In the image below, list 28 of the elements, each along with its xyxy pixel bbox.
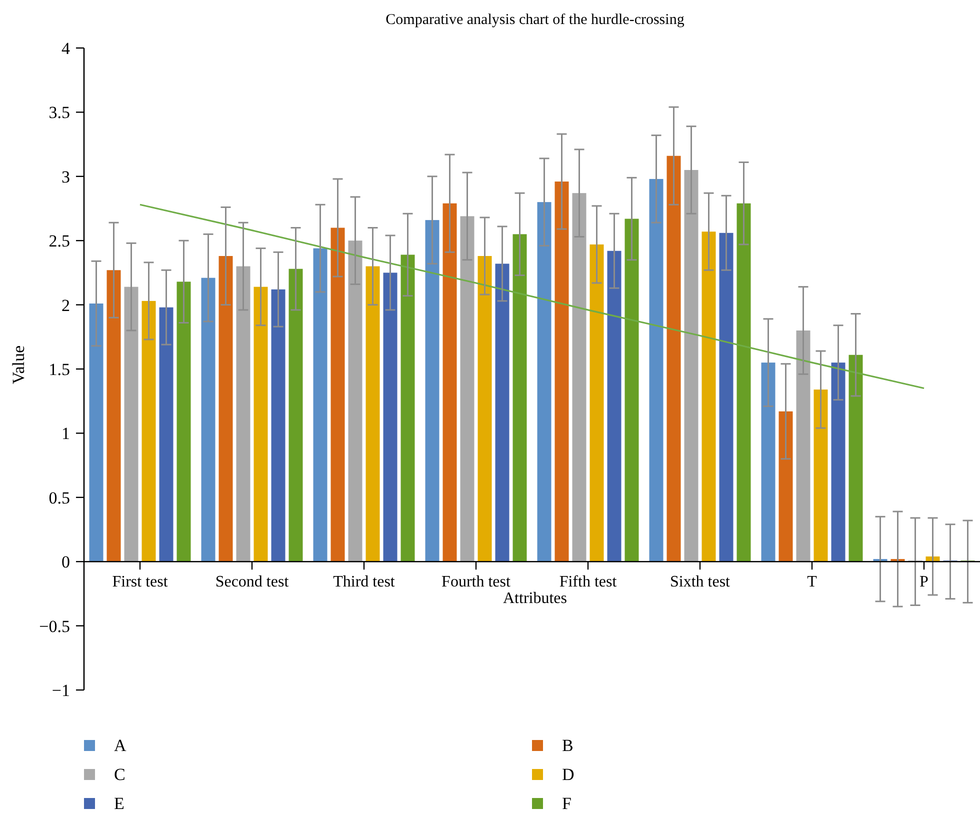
y-tick-label: 1.5 bbox=[48, 360, 70, 379]
y-tick-label: 4 bbox=[62, 38, 70, 58]
y-tick-label: 0.5 bbox=[48, 488, 70, 508]
x-tick-label: First test bbox=[112, 574, 168, 591]
legend-label: A bbox=[114, 736, 127, 755]
legend-label: C bbox=[114, 765, 126, 784]
y-axis-title: Value bbox=[9, 345, 28, 384]
y-tick-label: 2.5 bbox=[48, 232, 70, 251]
legend-label: B bbox=[562, 736, 574, 755]
y-tick-label: 0 bbox=[62, 552, 70, 572]
x-tick-label: Fourth test bbox=[442, 574, 511, 591]
y-tick-label: −0.5 bbox=[39, 616, 70, 636]
legend-label: F bbox=[562, 794, 572, 813]
x-tick-label: Fifth test bbox=[559, 574, 618, 591]
legend-label: E bbox=[114, 794, 124, 813]
x-tick-label: T bbox=[807, 574, 818, 591]
legend-label: D bbox=[562, 765, 574, 784]
y-tick-label: −1 bbox=[52, 680, 70, 700]
y-tick-label: 3 bbox=[62, 167, 70, 186]
x-axis-title: Attributes bbox=[503, 590, 567, 607]
chart-title: Comparative analysis chart of the hurdle-crossing bbox=[386, 12, 685, 28]
x-tick-label: P bbox=[920, 574, 929, 591]
x-tick-label: Sixth test bbox=[670, 574, 731, 591]
y-tick-label: 2 bbox=[62, 296, 70, 315]
y-tick-label: 3.5 bbox=[48, 103, 70, 122]
x-tick-label: Third test bbox=[333, 574, 396, 591]
y-tick-label: 1 bbox=[62, 424, 70, 444]
x-tick-label: Second test bbox=[215, 574, 290, 591]
